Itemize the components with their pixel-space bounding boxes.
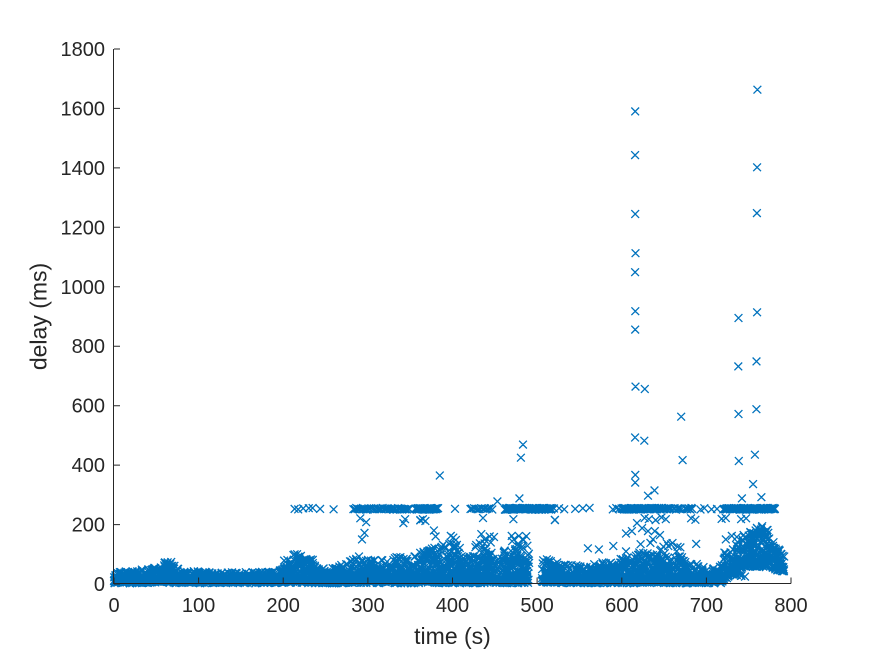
svg-text:1600: 1600	[61, 98, 106, 120]
svg-text:600: 600	[72, 396, 105, 418]
svg-text:1200: 1200	[61, 217, 106, 239]
svg-text:0: 0	[108, 595, 119, 617]
svg-text:200: 200	[267, 595, 300, 617]
svg-text:time (s): time (s)	[414, 623, 491, 649]
svg-text:delay (ms): delay (ms)	[26, 263, 52, 370]
svg-text:400: 400	[72, 455, 105, 477]
svg-text:200: 200	[72, 515, 105, 537]
svg-text:1400: 1400	[61, 158, 106, 180]
svg-text:400: 400	[436, 595, 469, 617]
svg-text:700: 700	[690, 595, 723, 617]
svg-text:0: 0	[94, 574, 105, 596]
svg-text:1800: 1800	[61, 39, 106, 61]
svg-text:1000: 1000	[61, 277, 106, 299]
svg-text:500: 500	[520, 595, 553, 617]
svg-text:800: 800	[774, 595, 807, 617]
svg-text:600: 600	[605, 595, 638, 617]
svg-text:800: 800	[72, 336, 105, 358]
svg-text:300: 300	[351, 595, 384, 617]
svg-text:100: 100	[182, 595, 215, 617]
